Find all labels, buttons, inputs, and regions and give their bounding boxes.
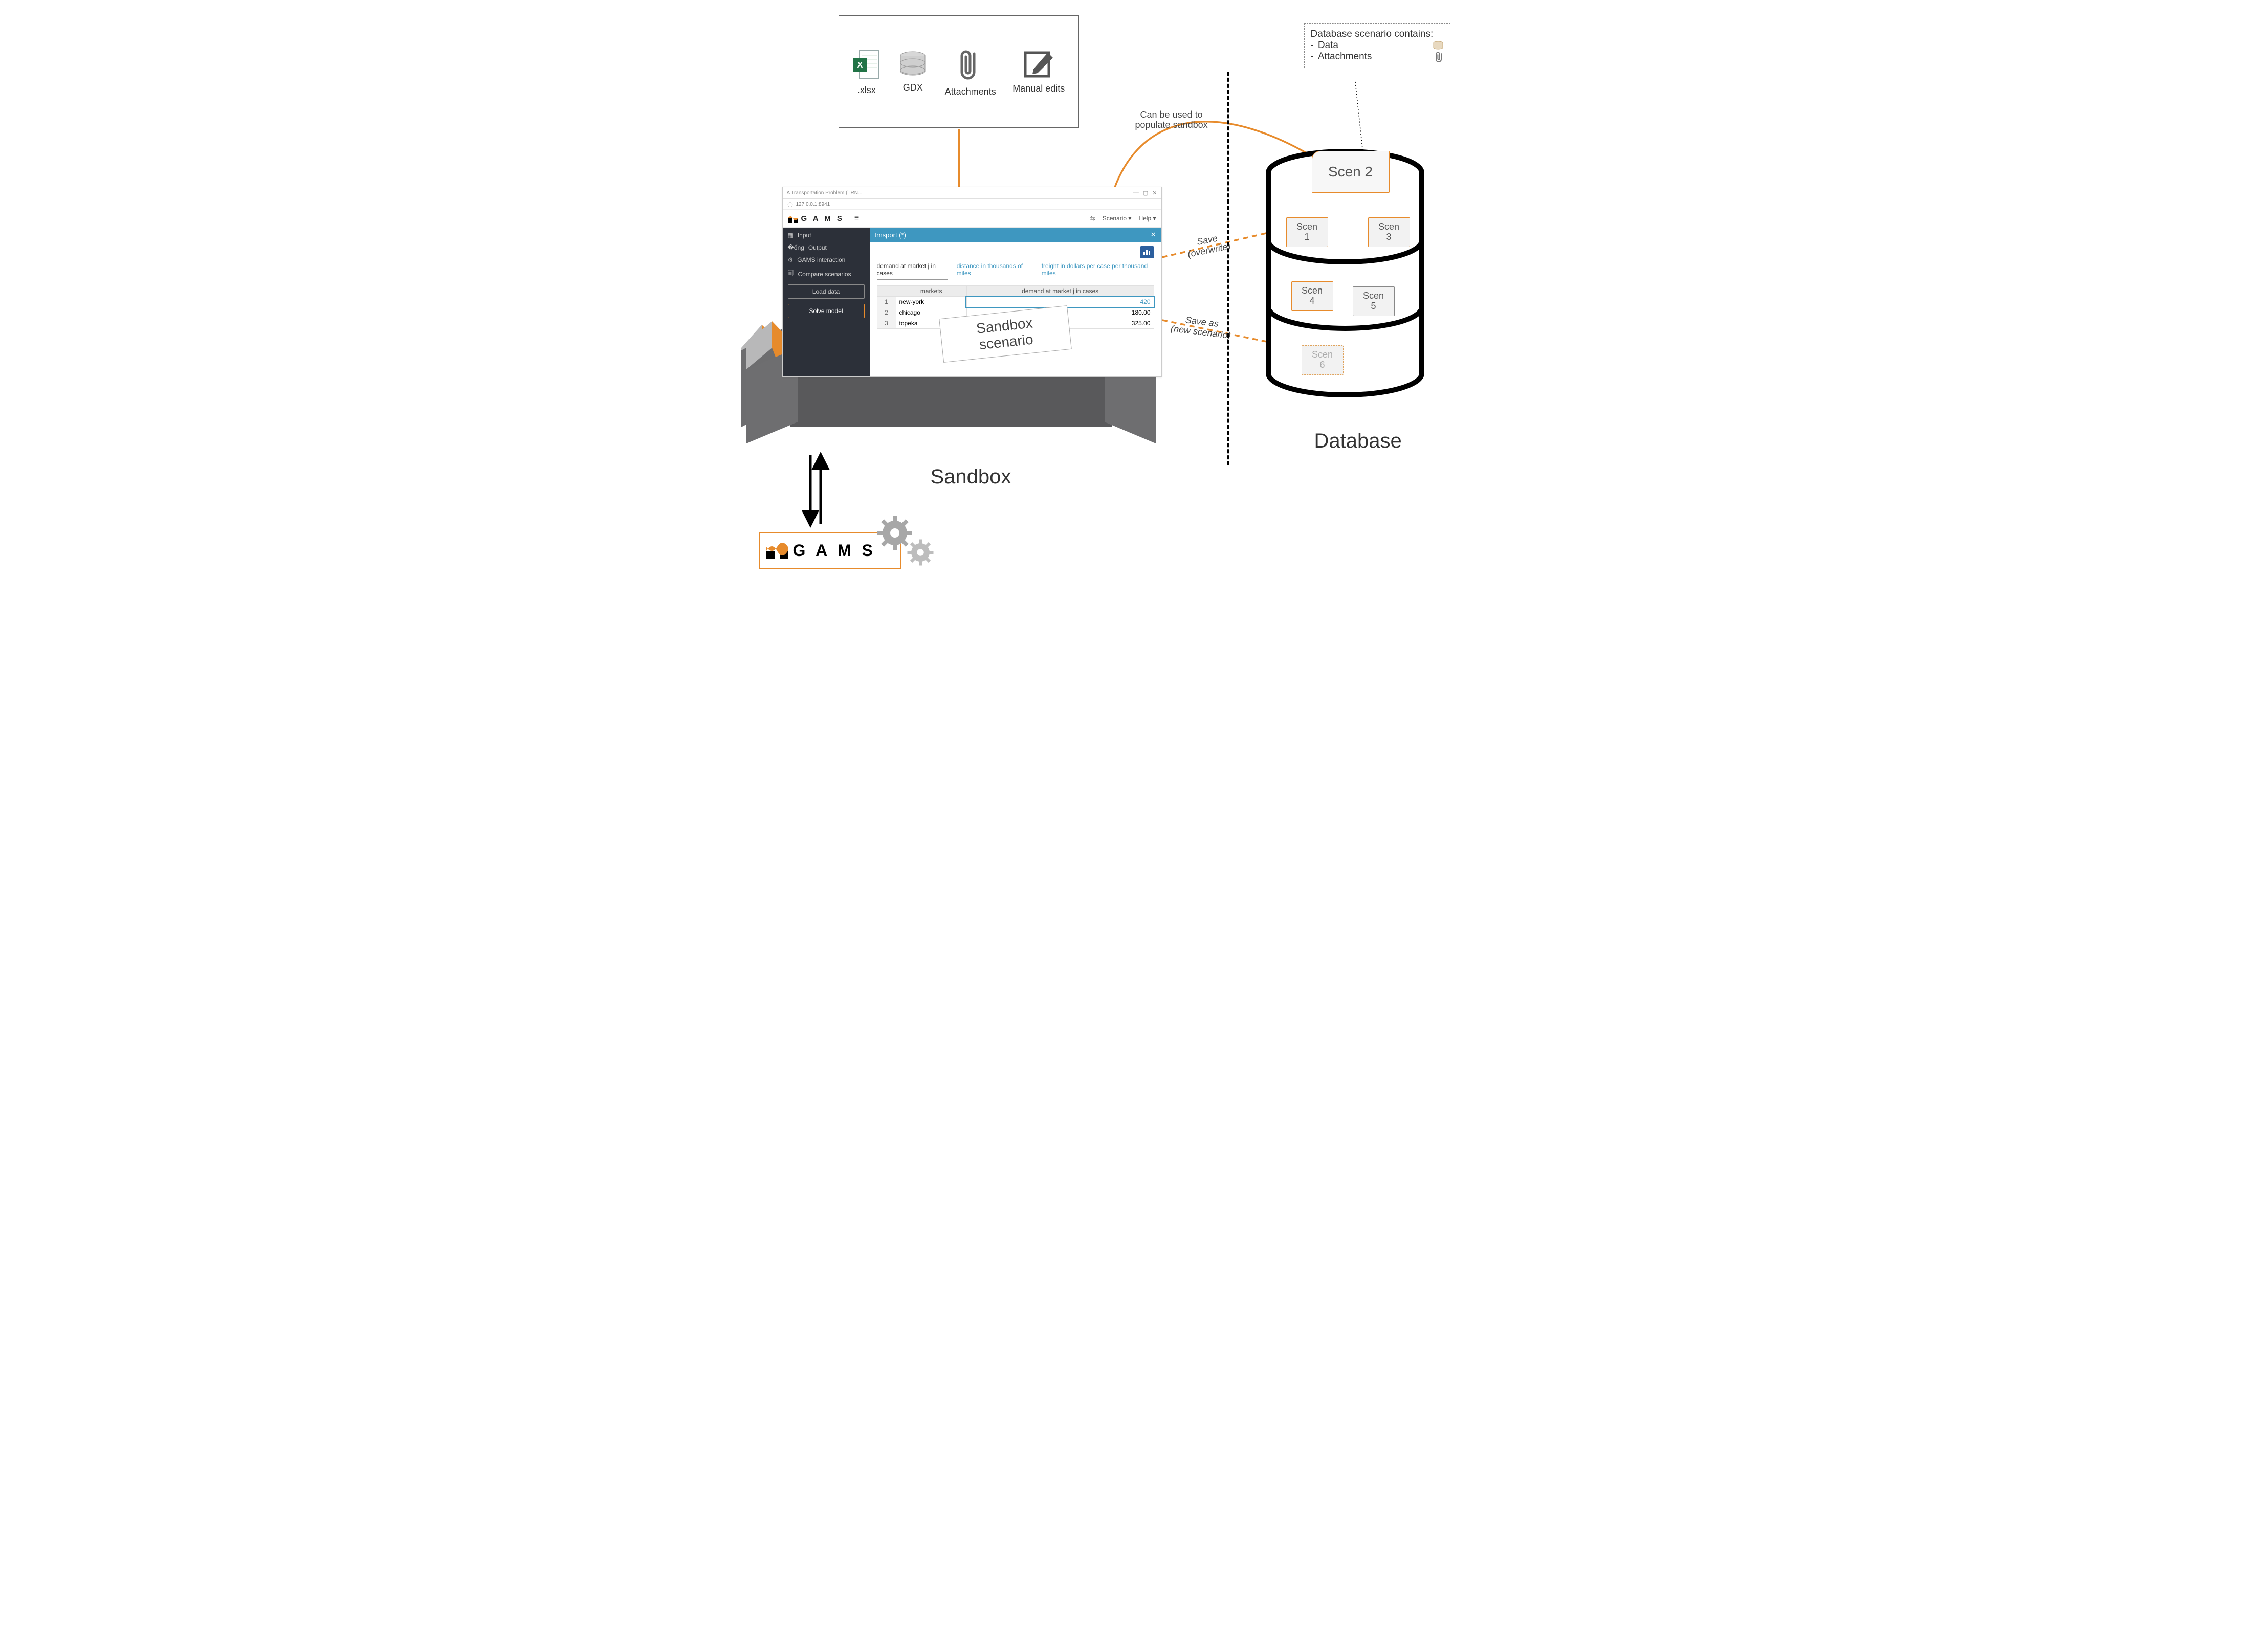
hamburger-icon[interactable]: ≡ — [854, 214, 859, 223]
sandbox-label: Sandbox — [931, 465, 1011, 488]
load-data-button[interactable]: Load data — [788, 284, 865, 299]
sidebar-item-compare[interactable]: 🗐 Compare scenarios — [788, 269, 865, 279]
db-info-box: Database scenario contains: - Data - Att… — [1304, 23, 1450, 68]
sidebar: ▦ Input �ống Output ⚙ GAMS interaction 🗐… — [783, 228, 870, 376]
scen-6: Scen 6 — [1302, 345, 1344, 375]
table-row[interactable]: 1new-york420 — [877, 297, 1154, 307]
col-demand: demand at market j in cases — [966, 286, 1154, 297]
divider — [1227, 72, 1229, 465]
app-brand: G A M S — [788, 214, 844, 223]
scen-3: Scen 3 — [1368, 217, 1410, 247]
sync-icon[interactable]: ⇆ — [1090, 215, 1095, 222]
window-close-icon[interactable]: ✕ — [1152, 190, 1157, 196]
database-small-icon — [1433, 41, 1444, 50]
tab-freight[interactable]: freight in dollars per case per thousand… — [1042, 262, 1154, 280]
db-info-data: Data — [1318, 40, 1338, 51]
menu-help[interactable]: Help ▾ — [1138, 215, 1156, 222]
gams-logo-text: G A M S — [793, 541, 876, 560]
sidebar-item-gams[interactable]: ⚙ GAMS interaction — [788, 256, 865, 263]
populate-label: Can be used to populate sandbox — [1135, 110, 1208, 130]
browser-chrome: A Transportation Problem (TRN... — ▢ ✕ — [783, 187, 1161, 199]
sidebar-item-output[interactable]: �ống Output — [788, 244, 865, 251]
db-info-title: Database scenario contains: — [1311, 29, 1444, 40]
window-max-icon[interactable]: ▢ — [1143, 190, 1148, 196]
browser-tab[interactable]: A Transportation Problem (TRN... — [787, 190, 863, 196]
gears-icon — [874, 511, 941, 573]
tab-demand[interactable]: demand at market j in cases — [877, 262, 948, 280]
db-info-attachments: Attachments — [1318, 51, 1372, 62]
paperclip-small-icon — [1435, 51, 1444, 62]
url-bar[interactable]: ⓘ 127.0.0.1:8941 — [783, 199, 1161, 210]
gams-logo-icon — [788, 214, 798, 223]
panel-close-icon[interactable]: ✕ — [1151, 231, 1156, 239]
col-markets: markets — [896, 286, 966, 297]
solve-model-button[interactable]: Solve model — [788, 304, 865, 318]
panel-title-bar: trnsport (*) ✕ — [870, 228, 1161, 242]
scen-2: Scen 2 — [1312, 151, 1390, 193]
gams-mark-icon — [766, 542, 788, 559]
tabs: demand at market j in cases distance in … — [870, 260, 1161, 282]
window-min-icon[interactable]: — — [1133, 190, 1139, 196]
chart-button[interactable] — [1140, 246, 1154, 258]
scen-5: Scen 5 — [1353, 286, 1395, 316]
app-header: G A M S ≡ ⇆ Scenario ▾ Help ▾ — [783, 210, 1161, 228]
tab-distance[interactable]: distance in thousands of miles — [957, 262, 1032, 280]
database-label: Database — [1314, 430, 1402, 453]
scen-1: Scen 1 — [1286, 217, 1328, 247]
sidebar-item-input[interactable]: ▦ Input — [788, 232, 865, 239]
scen-4: Scen 4 — [1291, 281, 1333, 311]
panel-title: trnsport (*) — [875, 231, 906, 239]
menu-scenario[interactable]: Scenario ▾ — [1103, 215, 1132, 222]
